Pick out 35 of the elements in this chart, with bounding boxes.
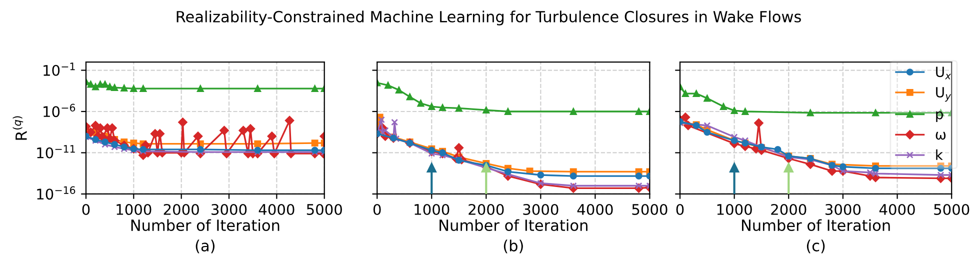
y-axis-title: R$^{(q)}$ [12, 116, 27, 140]
text: (a) [196, 240, 214, 254]
x-tick-label: 4000 [577, 204, 613, 215]
x-tick-label: 3000 [826, 204, 861, 215]
x-tick-label: 1000 [717, 204, 752, 215]
x-tick-label: 1000 [116, 204, 152, 215]
x-axis-title: Number of Iteration [742, 219, 890, 232]
text: (c) [806, 240, 825, 254]
x-tick-label: 2000 [468, 204, 504, 215]
legend-label: ω [936, 132, 946, 140]
text: Realizability-Constrained Machine Learning for Turbulence Closures in Wake Flows [176, 10, 801, 26]
legend-label: U$_{x}$ [936, 66, 952, 80]
legend-label: U$_{y}$ [936, 87, 952, 102]
x-tick-label: 2000 [771, 204, 806, 215]
x-tick-label: 5000 [632, 204, 668, 215]
y-tick-label: 10$^{−6}$ [44, 104, 76, 118]
legend-label: p [936, 111, 943, 122]
x-tick-label: 0 [82, 204, 90, 215]
x-axis-title: Number of Iteration [131, 219, 280, 232]
x-tick-label: 3000 [212, 204, 247, 215]
x-tick-label: 4000 [879, 204, 915, 215]
x-tick-label: 5000 [934, 204, 970, 215]
x-tick-label: 1000 [414, 204, 450, 215]
x-tick-label: 3000 [523, 204, 558, 215]
legend-label: k [936, 149, 943, 160]
x-axis-title: Number of Iteration [440, 219, 588, 232]
y-tick-label: 10$^{−11}$ [37, 145, 75, 158]
x-tick-label: 2000 [164, 204, 199, 215]
x-tick-label: 4000 [258, 204, 294, 215]
x-tick-label: 0 [373, 204, 381, 215]
x-tick-label: 0 [676, 204, 684, 215]
text: (b) [504, 240, 523, 254]
y-tick-label: 10$^{−1}$ [44, 62, 75, 76]
y-tick-label: 10$^{−16}$ [37, 186, 76, 200]
x-tick-label: 5000 [306, 204, 342, 215]
